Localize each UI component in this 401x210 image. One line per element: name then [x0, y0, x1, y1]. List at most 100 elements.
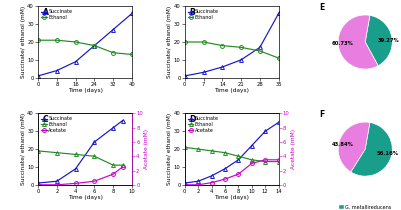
Succinate [196, 180, 200, 182]
Legend: G. metallireducens, G. sulfurreducens: G. metallireducens, G. sulfurreducens [337, 203, 393, 210]
Y-axis label: Succinate/ ethanol (mM): Succinate/ ethanol (mM) [21, 6, 26, 78]
Line: Succinate: Succinate [183, 120, 281, 185]
X-axis label: Time (days): Time (days) [214, 195, 249, 200]
Legend: Succinate, Ethanol, Acetate: Succinate, Ethanol, Acetate [41, 116, 73, 133]
Acetate [73, 182, 78, 185]
Y-axis label: Acetate (mM): Acetate (mM) [291, 129, 296, 169]
Succinate [276, 12, 281, 15]
Line: Succinate: Succinate [183, 12, 281, 78]
Acetate [263, 159, 267, 161]
Line: Ethanol: Ethanol [183, 145, 281, 164]
Acetate [120, 166, 125, 168]
Wedge shape [338, 122, 370, 172]
Succinate [36, 75, 41, 77]
Acetate [36, 184, 41, 186]
Acetate [223, 178, 227, 180]
Ethanol [111, 51, 115, 54]
Text: 39.27%: 39.27% [377, 38, 399, 43]
Text: C: C [43, 115, 49, 124]
Succinate [236, 159, 241, 161]
Legend: Succinate, Ethanol: Succinate, Ethanol [41, 9, 73, 20]
Ethanol [209, 150, 214, 152]
Succinate [239, 59, 243, 61]
Acetate [276, 159, 281, 161]
Acetate [92, 180, 97, 182]
Succinate [220, 66, 225, 68]
Succinate [55, 69, 59, 72]
Ethanol [182, 41, 187, 43]
Line: Succinate: Succinate [36, 12, 134, 78]
Line: Acetate: Acetate [183, 158, 281, 187]
Succinate [182, 75, 187, 77]
Succinate [73, 168, 78, 170]
Text: E: E [319, 3, 324, 12]
Ethanol [276, 57, 281, 59]
Ethanol [92, 155, 97, 158]
Wedge shape [338, 15, 378, 69]
Ethanol [196, 148, 200, 150]
Ethanol [236, 155, 241, 158]
Wedge shape [351, 122, 392, 176]
Succinate [111, 126, 115, 129]
Ethanol [182, 146, 187, 149]
Text: 43.84%: 43.84% [332, 142, 354, 147]
Ethanol [120, 164, 125, 166]
X-axis label: Time (days): Time (days) [67, 195, 103, 200]
Succinate [276, 121, 281, 123]
Line: Ethanol: Ethanol [36, 38, 134, 56]
Ethanol [36, 150, 41, 152]
Ethanol [239, 46, 243, 49]
Acetate [209, 181, 214, 184]
Succinate [120, 119, 125, 122]
Ethanol [92, 44, 97, 47]
Line: Ethanol: Ethanol [183, 40, 281, 60]
Succinate [201, 71, 206, 74]
Ethanol [73, 41, 78, 43]
Ethanol [249, 159, 254, 161]
Text: D: D [189, 115, 196, 124]
Ethanol [223, 151, 227, 154]
Ethanol [111, 164, 115, 166]
Text: 56.16%: 56.16% [377, 151, 399, 156]
Succinate [223, 168, 227, 170]
Y-axis label: Succinate/ ethanol (mM): Succinate/ ethanol (mM) [168, 113, 172, 185]
Succinate [92, 141, 97, 143]
Line: Acetate: Acetate [36, 165, 125, 187]
Ethanol [73, 153, 78, 156]
Legend: Succinate, Ethanol: Succinate, Ethanol [187, 9, 219, 20]
Succinate [263, 130, 267, 133]
Line: Succinate: Succinate [36, 119, 125, 185]
Succinate [55, 180, 59, 182]
Text: B: B [189, 8, 195, 17]
Succinate [111, 28, 115, 31]
Acetate [182, 184, 187, 186]
Line: Ethanol: Ethanol [36, 149, 125, 167]
Acetate [111, 173, 115, 175]
Ethanol [263, 160, 267, 163]
Succinate [209, 175, 214, 177]
Succinate [92, 44, 97, 47]
Acetate [55, 184, 59, 186]
Succinate [36, 182, 41, 184]
Ethanol [55, 39, 59, 41]
Y-axis label: Succinate/ ethanol (mM): Succinate/ ethanol (mM) [168, 6, 172, 78]
Acetate [196, 184, 200, 186]
Succinate [182, 182, 187, 184]
Text: A: A [43, 8, 49, 17]
Succinate [249, 144, 254, 147]
Ethanol [130, 53, 134, 56]
Ethanol [55, 151, 59, 154]
Legend: Succinate, Ethanol, Acetate: Succinate, Ethanol, Acetate [187, 116, 219, 133]
Y-axis label: Acetate (mM): Acetate (mM) [144, 129, 149, 169]
Y-axis label: Succinate/ ethanol (mM): Succinate/ ethanol (mM) [21, 113, 26, 185]
Ethanol [220, 44, 225, 47]
X-axis label: Time (days): Time (days) [67, 88, 103, 93]
Succinate [73, 60, 78, 63]
Succinate [130, 12, 134, 15]
Wedge shape [365, 15, 392, 66]
Succinate [257, 46, 262, 49]
Ethanol [257, 50, 262, 52]
Acetate [236, 173, 241, 175]
Text: 60.73%: 60.73% [331, 41, 353, 46]
Text: F: F [319, 110, 324, 119]
